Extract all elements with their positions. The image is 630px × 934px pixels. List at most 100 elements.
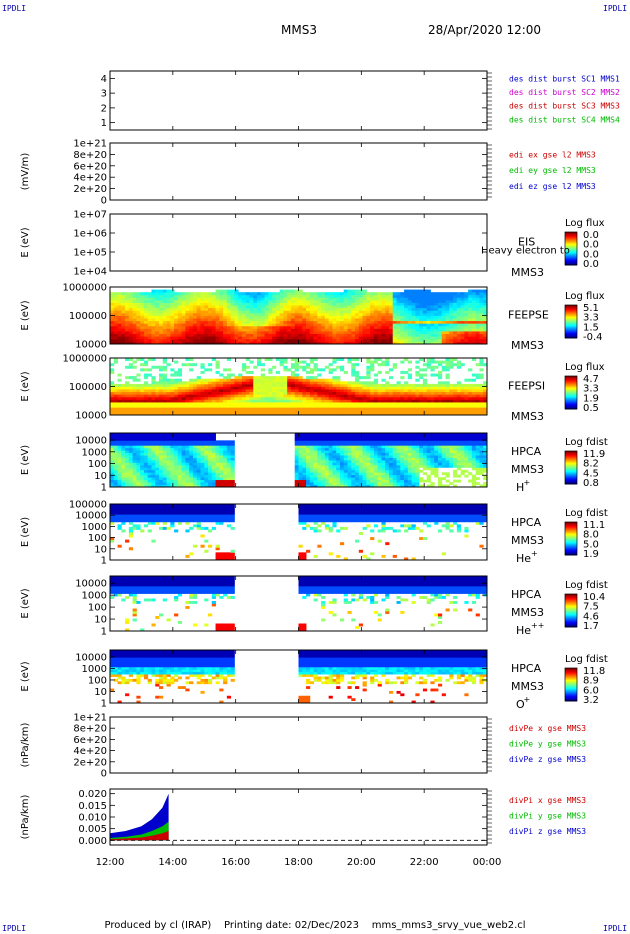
heatmap-cell — [113, 336, 118, 340]
heatmap-cell — [426, 391, 431, 395]
heatmap-cell — [151, 386, 156, 390]
heatmap-cell — [351, 383, 356, 387]
heatmap-cell — [430, 407, 435, 411]
heatmap-cell — [230, 297, 235, 301]
heatmap-cell — [373, 383, 379, 387]
heatmap-cell — [339, 383, 345, 387]
heatmap-cell — [125, 338, 130, 342]
heatmap-cell — [483, 407, 488, 411]
heatmap-cell — [260, 323, 265, 327]
heatmap-cell — [290, 378, 296, 382]
heatmap-cell — [162, 435, 167, 439]
heatmap-cell — [264, 402, 269, 406]
heatmap-cell — [174, 460, 179, 463]
heatmap-cell — [381, 338, 386, 342]
heatmap-cell — [302, 396, 307, 400]
heatmap-cell — [208, 331, 213, 335]
heatmap-cell — [351, 409, 356, 413]
heatmap-cell — [249, 394, 254, 398]
heatmap-cell — [113, 299, 118, 303]
heatmap-cell — [302, 447, 307, 451]
heatmap-cell — [385, 370, 390, 374]
heatmap-cell — [404, 394, 409, 398]
heatmap-cell — [238, 391, 243, 395]
heatmap-cell — [200, 381, 205, 385]
heatmap-cell — [121, 320, 126, 324]
heatmap-cell — [355, 307, 360, 311]
heatmap-cell — [211, 479, 216, 483]
heatmap-cell — [328, 482, 333, 485]
heatmap-cell — [185, 412, 190, 416]
heatmap-cell — [181, 381, 186, 385]
heatmap-cell — [162, 477, 167, 481]
heatmap-cell — [290, 394, 296, 398]
heatmap-cell — [332, 320, 337, 324]
colorbar-segment — [565, 312, 577, 315]
heatmap-cell — [460, 323, 465, 327]
heatmap-cell — [238, 331, 243, 335]
heatmap-cell — [200, 370, 205, 374]
heatmap-cell — [185, 482, 190, 485]
heatmap-cell — [241, 310, 247, 314]
heatmap-cell — [241, 333, 247, 337]
heatmap-cell — [339, 433, 345, 436]
heatmap-cell — [272, 389, 277, 393]
heatmap-cell — [136, 407, 141, 411]
heatmap-cell — [170, 399, 175, 403]
heatmap-cell — [362, 297, 367, 301]
heatmap-cell — [128, 399, 134, 403]
heatmap-cell — [264, 331, 269, 335]
heatmap-cell — [275, 315, 281, 319]
heatmap-cell — [287, 315, 292, 319]
heatmap-cell — [110, 386, 115, 390]
heatmap-cell — [411, 402, 416, 406]
heatmap-cell — [162, 358, 167, 361]
heatmap-cell — [328, 320, 333, 324]
heatmap-cell — [159, 479, 164, 483]
heatmap-cell — [283, 310, 288, 314]
heatmap-cell — [290, 407, 296, 411]
heatmap-cell — [415, 294, 420, 298]
heatmap-cell — [128, 328, 134, 332]
heatmap-cell — [351, 331, 356, 335]
heatmap-cell — [415, 386, 420, 390]
heatmap-cell — [388, 407, 394, 411]
heatmap-cell — [253, 318, 258, 322]
heatmap-cell — [479, 336, 484, 340]
heatmap-cell — [456, 386, 462, 390]
heatmap-cell — [396, 307, 401, 311]
heatmap-cell — [324, 394, 330, 398]
heatmap-cell — [422, 305, 428, 309]
heatmap-cell — [185, 457, 190, 461]
heatmap-cell — [223, 452, 228, 456]
panel-right-ticks — [487, 72, 492, 130]
heatmap-cell — [392, 299, 397, 303]
heatmap-cell — [471, 297, 477, 301]
heatmap-cell — [192, 328, 198, 332]
heatmap-cell — [351, 328, 356, 332]
heatmap-cell — [121, 484, 126, 488]
heatmap-cell — [211, 338, 216, 342]
heatmap-cell — [147, 383, 152, 387]
heatmap-cell — [230, 484, 235, 488]
heatmap-cell — [159, 307, 164, 311]
heatmap-cell — [223, 447, 228, 451]
heatmap-cell — [306, 331, 311, 335]
heatmap-cell — [253, 378, 258, 382]
heatmap-cell — [321, 368, 326, 372]
heatmap-cell — [355, 336, 360, 340]
colorbar-segment — [565, 252, 577, 255]
heatmap-cell — [140, 323, 145, 327]
heatmap-cell — [483, 363, 488, 367]
heatmap-cell — [396, 407, 401, 411]
heatmap-cell — [143, 325, 149, 329]
heatmap-cell — [283, 320, 288, 324]
heatmap-cell — [132, 445, 137, 449]
heatmap-cell — [136, 389, 141, 393]
heatmap-cell — [453, 292, 458, 296]
heatmap-cell — [460, 294, 465, 298]
heatmap-cell — [426, 399, 431, 403]
heatmap-cell — [351, 399, 356, 403]
heatmap-cell — [181, 402, 186, 406]
heatmap-cell — [268, 315, 273, 319]
